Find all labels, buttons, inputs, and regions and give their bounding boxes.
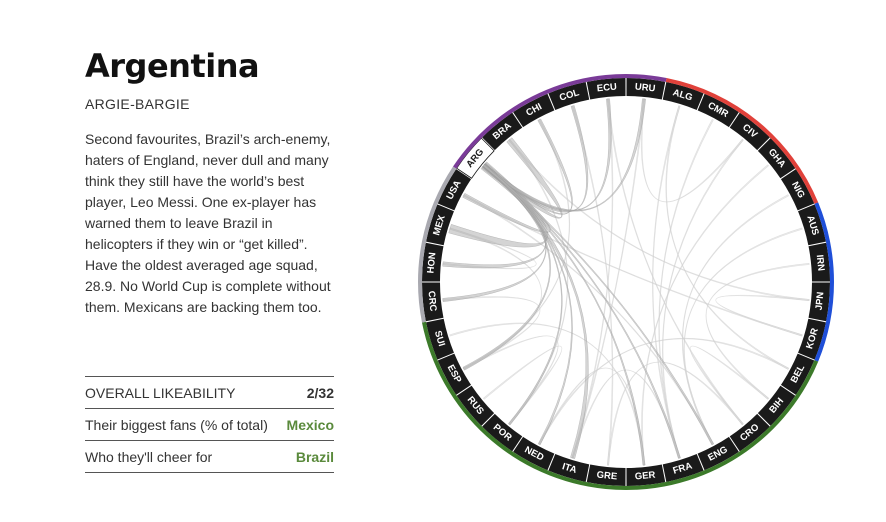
team-segment-ned[interactable]: [513, 436, 555, 471]
chord-diagram: URU ALGCMRCIVGHANIGAUSIRNJPNKORBELBIHCROE…: [418, 74, 834, 490]
team-label-uru[interactable]: URU: [634, 81, 656, 94]
team-segment-hon[interactable]: [422, 242, 444, 282]
link-uru: [482, 98, 646, 212]
background-link: [689, 345, 770, 426]
team-segment-fra[interactable]: [662, 454, 704, 482]
team-label-jpn[interactable]: JPN: [814, 291, 827, 311]
link-eng: [482, 164, 715, 446]
team-nickname: ARGIE-BARGIE: [85, 96, 190, 112]
background-link: [715, 294, 810, 337]
stat-row-likeability: OVERALL LIKEABILITY 2/32: [85, 377, 334, 409]
team-segment-chi[interactable]: [513, 93, 555, 128]
team-ring: [422, 78, 830, 486]
stat-label: Who they'll cheer for: [85, 448, 213, 465]
link-fra: [482, 164, 681, 459]
team-label-ita[interactable]: ITA: [561, 461, 578, 476]
team-segment-crc[interactable]: [422, 282, 444, 322]
team-segment-gre[interactable]: [586, 464, 626, 486]
stat-value[interactable]: Mexico: [286, 416, 334, 433]
team-segment-usa[interactable]: [437, 169, 472, 211]
team-segment-civ[interactable]: [729, 112, 770, 151]
link-ita: [481, 163, 589, 460]
stat-value: 2/32: [306, 384, 334, 401]
team-segment-kor[interactable]: [798, 318, 826, 360]
stats-table: OVERALL LIKEABILITY 2/32 Their biggest f…: [85, 376, 334, 473]
team-segment-ita[interactable]: [548, 454, 590, 482]
team-segment-irn[interactable]: [808, 242, 830, 282]
background-links: [442, 98, 810, 466]
team-label-sui[interactable]: SUI: [432, 329, 447, 347]
link-chi: [482, 118, 573, 215]
confederation-arcs: [418, 74, 834, 490]
team-segment-nig[interactable]: [780, 169, 815, 211]
stat-label: OVERALL LIKEABILITY: [85, 384, 236, 401]
team-segment-por[interactable]: [482, 413, 523, 452]
team-label-gre[interactable]: GRE: [596, 470, 618, 483]
stat-row-biggest-fans: Their biggest fans (% of total) Mexico: [85, 409, 334, 441]
team-segment-eng[interactable]: [697, 436, 739, 471]
confederation-arc-4: [418, 166, 457, 323]
background-link: [508, 138, 810, 302]
background-link: [641, 164, 770, 466]
team-segment-mex[interactable]: [426, 204, 454, 246]
background-link: [606, 361, 744, 466]
team-segment-bel[interactable]: [780, 353, 815, 395]
team-segment-ger[interactable]: [626, 464, 666, 486]
team-segment-ecu[interactable]: [586, 78, 626, 100]
stat-label: Their biggest fans (% of total): [85, 416, 268, 433]
team-labels: URU ALGCMRCIVGHANIGAUSIRNJPNKORBELBIHCROE…: [425, 81, 826, 482]
team-segment-arg[interactable]: [456, 137, 495, 179]
team-segment-aus[interactable]: [798, 204, 826, 246]
team-segment-cro[interactable]: [729, 413, 770, 452]
confederation-arc-5: [453, 74, 667, 169]
stat-row-cheer-for: Who they'll cheer for Brazil: [85, 441, 334, 473]
team-segment-col[interactable]: [548, 82, 590, 110]
team-label-crc[interactable]: CRC: [425, 290, 438, 312]
team-segment-sui[interactable]: [426, 318, 454, 360]
team-segment-rus[interactable]: [456, 385, 495, 426]
stat-value[interactable]: Brazil: [295, 448, 334, 465]
team-name: Argentina: [85, 47, 260, 85]
confederation-arc-2: [814, 202, 834, 362]
background-link: [665, 105, 789, 370]
team-segment-uru[interactable]: [626, 78, 666, 100]
team-label-ger[interactable]: GER: [634, 470, 656, 483]
team-segment-jpn[interactable]: [808, 282, 830, 322]
team-panel: Argentina ARGIE-BARGIE Second favourites…: [85, 46, 334, 318]
team-segment-cmr[interactable]: [697, 93, 739, 128]
background-link: [571, 105, 614, 466]
team-label-hon[interactable]: HON: [425, 252, 438, 274]
background-link: [640, 98, 744, 203]
team-label-irn[interactable]: IRN: [814, 254, 827, 271]
team-segment-bih[interactable]: [757, 385, 796, 426]
team-segment-esp[interactable]: [437, 353, 472, 395]
team-label-ecu[interactable]: ECU: [596, 81, 617, 94]
team-description: Second favourites, Brazil’s arch-enemy, …: [85, 131, 331, 315]
link-ned: [482, 164, 573, 446]
team-segment-gha[interactable]: [757, 138, 796, 179]
team-label-fra[interactable]: FRA: [672, 460, 694, 476]
background-link: [463, 194, 714, 445]
team-segment-alg[interactable]: [662, 82, 704, 110]
team-segment-bra[interactable]: [482, 112, 523, 151]
selected-team-links: [442, 98, 715, 466]
link-ger: [482, 164, 646, 466]
